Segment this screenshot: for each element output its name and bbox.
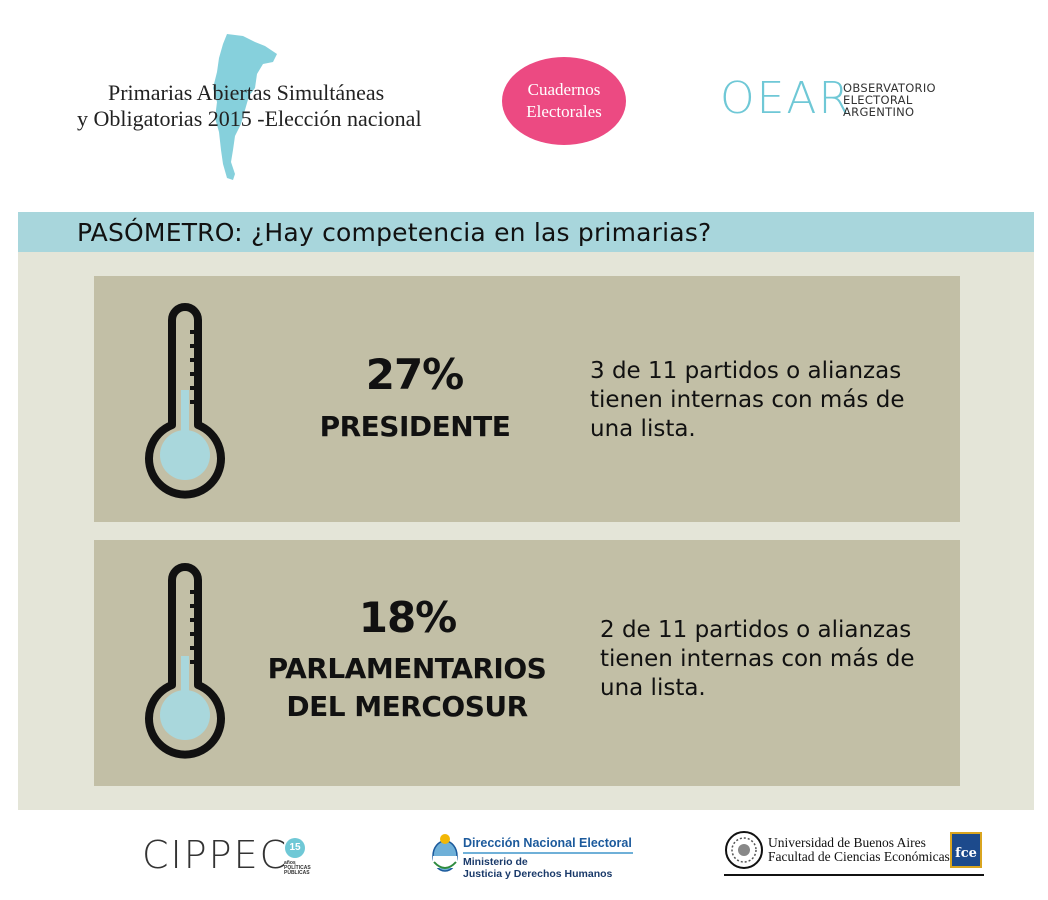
uba-divider bbox=[724, 874, 984, 876]
cuadernos-electorales-badge: Cuadernos Electorales bbox=[502, 57, 626, 145]
dne-title: Dirección Nacional Electoral bbox=[463, 836, 632, 850]
argentina-seal-icon bbox=[432, 834, 458, 872]
section-banner bbox=[18, 212, 1034, 252]
uba-line-2: Facultad de Ciencias Económicas bbox=[768, 849, 950, 864]
uba-text: Universidad de Buenos Aires Facultad de … bbox=[768, 836, 950, 864]
parlamentarios-card bbox=[94, 540, 960, 786]
desc-line-1: 2 de 11 partidos o alianzas bbox=[600, 617, 912, 643]
oear-sub-line-1: OBSERVATORIO bbox=[843, 81, 936, 95]
cippec-sub-line-1: años bbox=[284, 860, 296, 866]
desc-line-3: una lista. bbox=[590, 416, 696, 442]
cippec-sub-line-2: POLÍTICAS bbox=[284, 865, 311, 871]
oear-sub-line-3: ARGENTINO bbox=[843, 105, 915, 119]
cippec-sub-line-3: PÚBLICAS bbox=[284, 870, 310, 876]
cippec-logo: CIPPEC bbox=[142, 833, 289, 877]
desc-line-2: tienen internas con más de bbox=[590, 387, 905, 413]
presidente-category: PRESIDENTE bbox=[319, 410, 511, 443]
category-line-1: PARLAMENTARIOS bbox=[267, 652, 547, 685]
oear-sub-line-2: ELECTORAL bbox=[843, 93, 913, 107]
oear-logo-subtitle: OBSERVATORIO ELECTORAL ARGENTINO bbox=[843, 82, 936, 118]
presidente-card bbox=[94, 276, 960, 522]
election-title-line-1: Primarias Abiertas Simultáneas bbox=[108, 80, 385, 105]
dne-divider bbox=[463, 852, 633, 854]
cippec-badge-subtitle: años POLÍTICAS PÚBLICAS bbox=[284, 861, 311, 876]
dne-sub-line-2: Justicia y Derechos Humanos bbox=[463, 868, 613, 880]
badge-line-1: Cuadernos bbox=[527, 80, 601, 99]
parlamentarios-description: 2 de 11 partidos o alianzas tienen inter… bbox=[600, 616, 914, 703]
dne-subtitle: Ministerio de Justicia y Derechos Humano… bbox=[463, 856, 612, 880]
argentina-map-icon bbox=[213, 34, 277, 180]
oear-logo: OEAR bbox=[720, 73, 852, 124]
election-title-line-2: y Obligatorias 2015 -Elección nacional bbox=[77, 106, 422, 131]
badge-line-2: Electorales bbox=[526, 102, 602, 121]
uba-seal-icon bbox=[725, 831, 763, 869]
presidente-percent: 27% bbox=[365, 350, 465, 399]
cippec-15-badge: 15 bbox=[285, 838, 305, 858]
desc-line-2: tienen internas con más de bbox=[600, 646, 915, 672]
thermometer-icon bbox=[145, 303, 225, 499]
section-title: PASÓMETRO: ¿Hay competencia en las prima… bbox=[77, 218, 712, 247]
fce-text: fce bbox=[955, 846, 977, 861]
category-line-2: DEL MERCOSUR bbox=[286, 690, 528, 723]
parlamentarios-percent: 18% bbox=[358, 593, 458, 642]
presidente-description: 3 de 11 partidos o alianzas tienen inter… bbox=[590, 357, 904, 444]
parlamentarios-category: PARLAMENTARIOS DEL MERCOSUR bbox=[242, 650, 572, 726]
dne-sub-line-1: Ministerio de bbox=[463, 856, 528, 868]
desc-line-3: una lista. bbox=[600, 675, 706, 701]
desc-line-1: 3 de 11 partidos o alianzas bbox=[590, 358, 902, 384]
uba-line-1: Universidad de Buenos Aires bbox=[768, 835, 926, 850]
thermometer-icon bbox=[145, 563, 225, 759]
fce-logo: fce bbox=[950, 832, 982, 868]
